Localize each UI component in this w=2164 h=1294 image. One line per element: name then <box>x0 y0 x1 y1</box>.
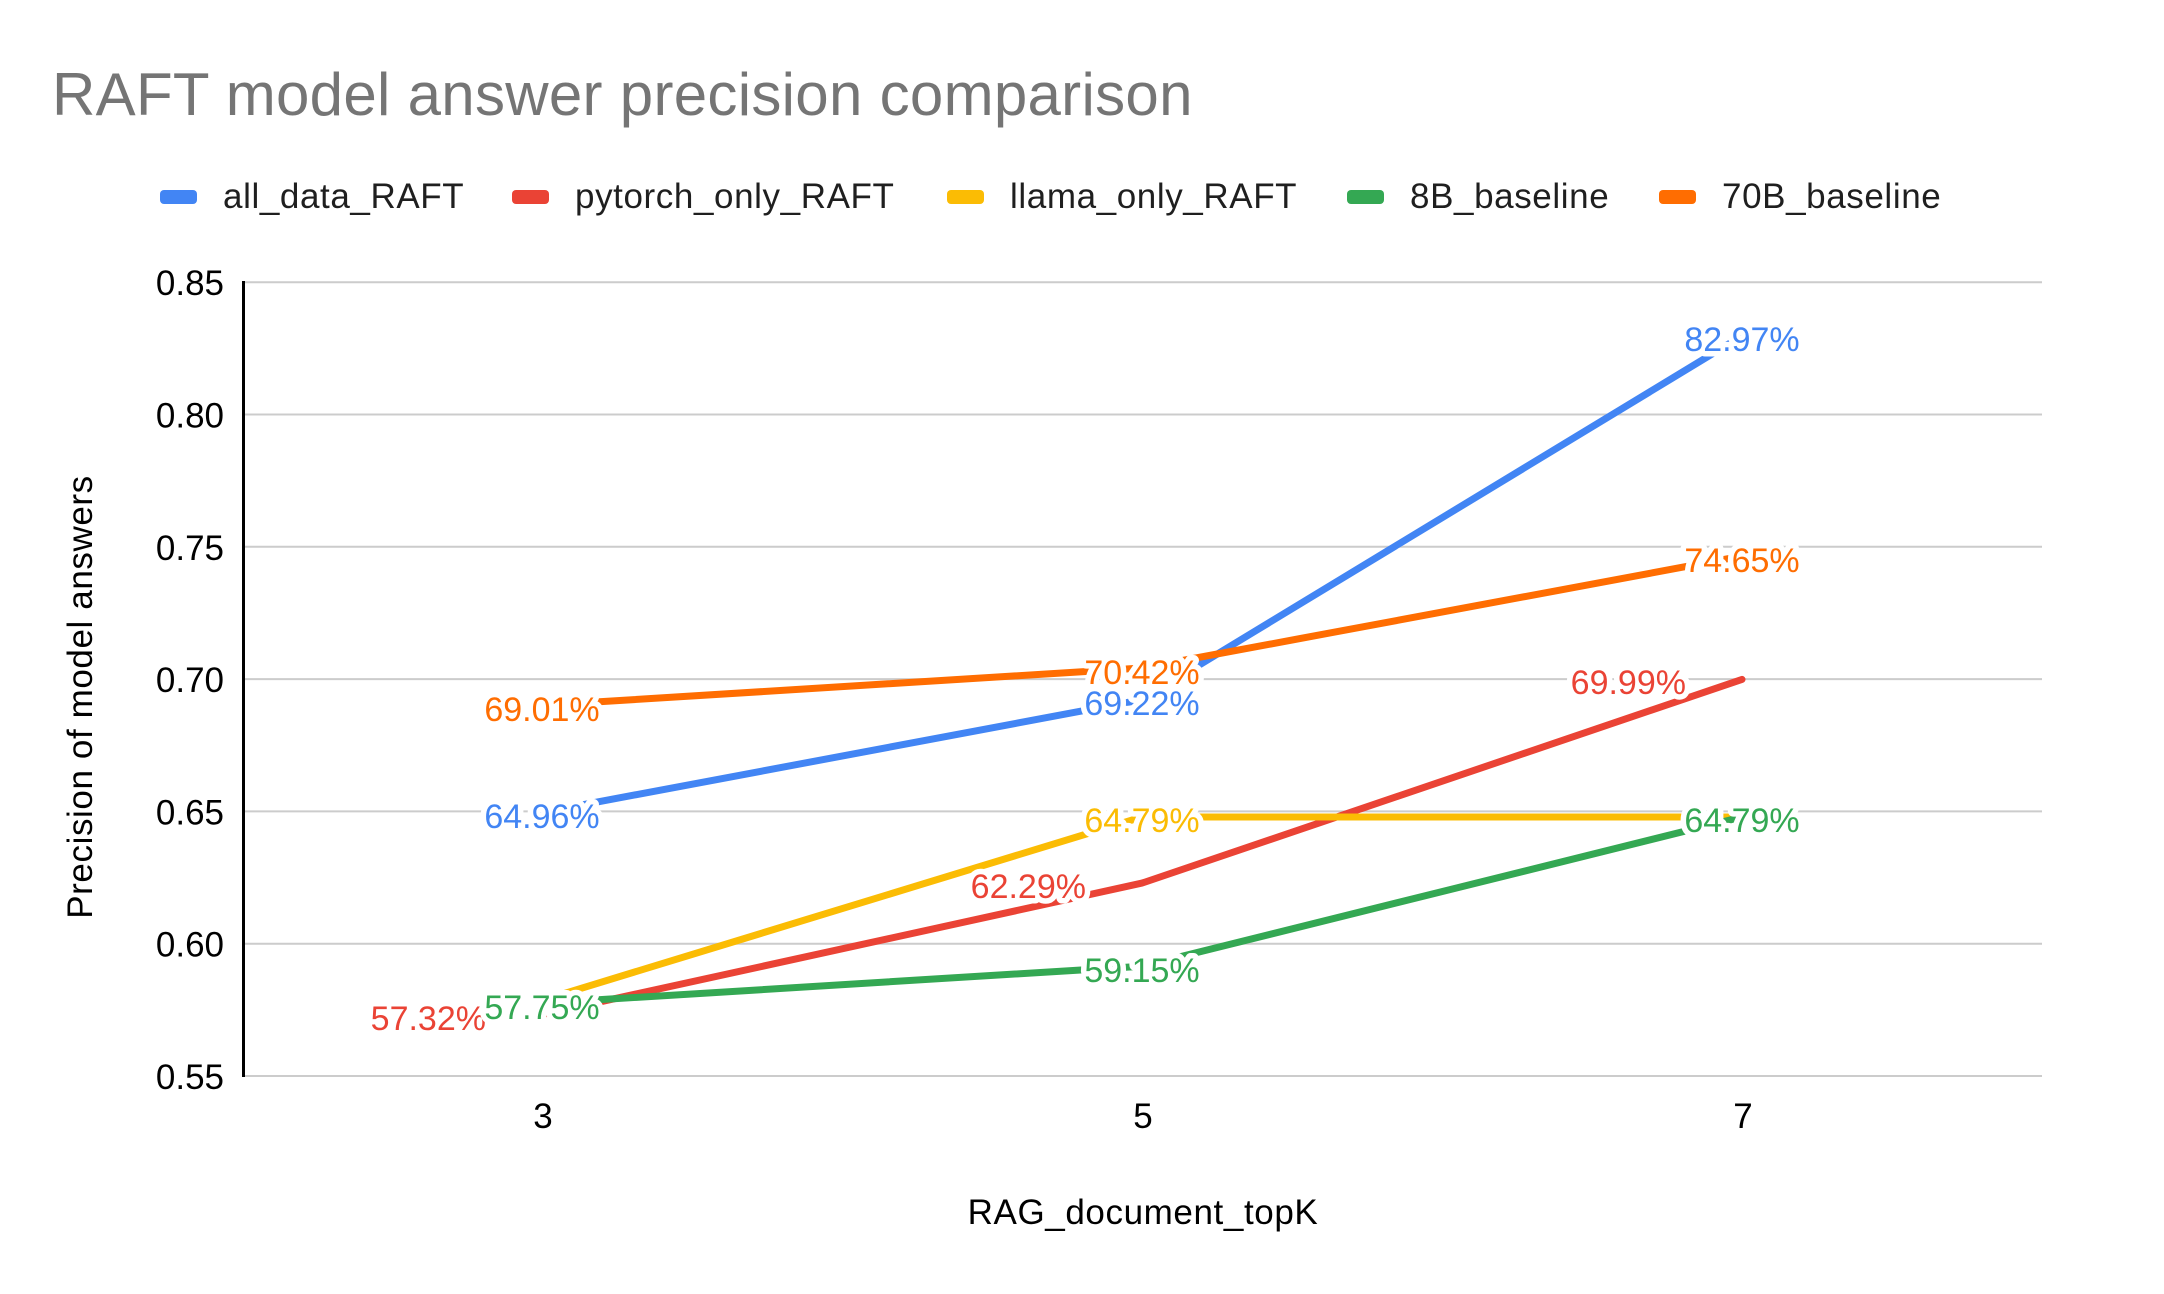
svg-text:0.75: 0.75 <box>156 529 224 568</box>
svg-text:70.42%: 70.42% <box>1084 654 1199 692</box>
svg-text:RAG_document_topK: RAG_document_topK <box>968 1193 1319 1232</box>
svg-text:0.80: 0.80 <box>156 397 224 436</box>
svg-text:62.29%: 62.29% <box>971 868 1086 906</box>
svg-text:69.99%: 69.99% <box>1571 664 1686 702</box>
svg-text:7: 7 <box>1733 1097 1752 1136</box>
svg-text:0.85: 0.85 <box>156 264 224 303</box>
svg-text:64.79%: 64.79% <box>1684 802 1799 840</box>
svg-text:82.97%: 82.97% <box>1684 321 1799 359</box>
svg-text:64.79%: 64.79% <box>1084 802 1199 840</box>
svg-text:0.65: 0.65 <box>156 793 224 832</box>
svg-text:0.70: 0.70 <box>156 661 224 700</box>
svg-text:5: 5 <box>1133 1097 1152 1136</box>
svg-text:Precision of model answers: Precision of model answers <box>61 475 100 919</box>
svg-text:3: 3 <box>533 1097 552 1136</box>
svg-text:74.65%: 74.65% <box>1684 542 1799 580</box>
svg-text:64.96%: 64.96% <box>484 798 599 836</box>
svg-text:57.32%: 57.32% <box>371 1000 486 1038</box>
svg-text:0.60: 0.60 <box>156 926 224 965</box>
svg-text:69.01%: 69.01% <box>484 691 599 729</box>
svg-text:59.15%: 59.15% <box>1084 952 1199 990</box>
svg-text:57.75%: 57.75% <box>484 989 599 1027</box>
svg-text:0.55: 0.55 <box>156 1058 224 1097</box>
svg-text:69.22%: 69.22% <box>1084 685 1199 723</box>
